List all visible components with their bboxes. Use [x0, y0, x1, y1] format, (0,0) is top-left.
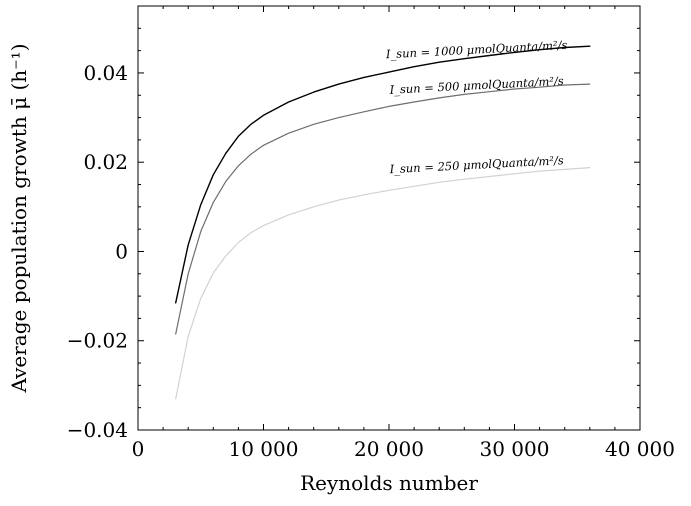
x-tick-label: 0 — [132, 437, 145, 461]
x-tick-label: 20 000 — [354, 437, 424, 461]
series-label-layer: I_sun = 1000 μmolQuanta/m²/sI_sun = 500 … — [385, 38, 568, 176]
series-layer — [174, 45, 591, 400]
series-line-0 — [174, 45, 591, 304]
x-axis-title: Reynolds number — [300, 471, 478, 495]
x-tick-label: 40 000 — [605, 437, 675, 461]
y-tick-label: 0 — [115, 239, 128, 263]
y-tick-label: 0.04 — [83, 61, 128, 85]
x-tick-label: 10 000 — [229, 437, 299, 461]
series-line-2 — [175, 167, 591, 400]
axis-ticks: 0 10 000 20 000 30 000 40 000 −0.04 −0.02 0 0.02… — [67, 6, 675, 461]
y-tick-label: −0.02 — [67, 329, 128, 353]
x-tick-label: 30 000 — [480, 437, 550, 461]
y-axis-title: Average population growth μ̄ (h⁻¹) — [7, 43, 31, 393]
y-tick-label: −0.04 — [67, 418, 128, 442]
series-line-1 — [175, 83, 591, 335]
series-label-2: I_sun = 250 μmolQuanta/m²/s — [388, 153, 564, 176]
y-tick-label: 0.02 — [83, 150, 128, 174]
plot-frame — [137, 5, 641, 431]
